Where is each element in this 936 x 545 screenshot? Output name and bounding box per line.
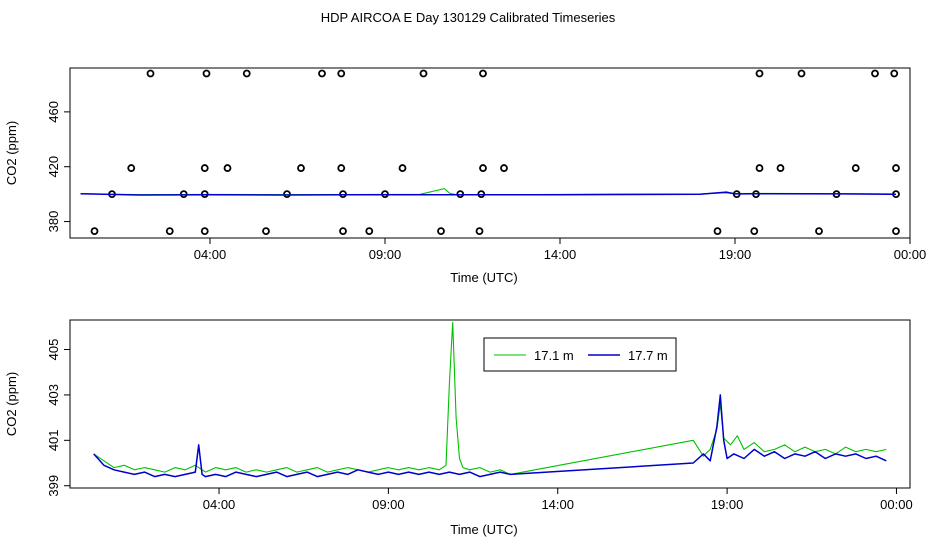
y-tick-label: 401 <box>46 429 61 451</box>
series-line-17-1-m <box>93 321 887 475</box>
lower-y-axis-label: CO2 (ppm) <box>4 372 19 436</box>
data-point <box>339 227 347 236</box>
data-point <box>797 69 806 78</box>
data-point <box>871 69 879 78</box>
data-point <box>90 227 99 236</box>
legend-label-17-1-m: 17.1 m <box>534 348 574 363</box>
data-point <box>851 164 860 172</box>
data-point <box>242 69 251 78</box>
lower-plot-frame <box>69 319 911 489</box>
data-point <box>146 69 155 78</box>
data-point <box>165 227 174 236</box>
y-tick-label: 460 <box>46 101 61 123</box>
data-point <box>262 227 270 236</box>
data-point <box>127 164 136 172</box>
upper-tick-group: 04:00 09:00 14:00 19:00 00:00 380 420 460 <box>46 101 926 262</box>
x-tick-label: 04:00 <box>203 497 236 512</box>
y-tick-label: 403 <box>46 384 61 406</box>
data-point <box>297 164 305 172</box>
data-point <box>398 164 407 172</box>
data-point <box>500 164 508 172</box>
lower-line-group <box>93 321 887 478</box>
data-point <box>337 164 346 172</box>
data-point <box>755 164 764 172</box>
upper-plot-frame <box>69 67 911 239</box>
data-point <box>892 164 900 172</box>
data-point <box>479 69 487 78</box>
data-point <box>755 69 764 78</box>
y-tick-label: 405 <box>46 339 61 361</box>
y-tick-label: 420 <box>46 156 61 178</box>
x-tick-label: 04:00 <box>194 247 227 262</box>
series-line-1 <box>80 191 897 196</box>
legend: 17.1 m 17.7 m <box>483 337 677 372</box>
data-point <box>892 227 900 236</box>
data-point <box>365 227 374 236</box>
upper-line-group <box>80 188 897 196</box>
data-point <box>419 69 428 78</box>
x-tick-label: 19:00 <box>719 247 752 262</box>
lower-tick-group: 04:00 09:00 14:00 19:00 00:00 399 401 403 405 <box>46 339 913 512</box>
data-point <box>713 227 722 236</box>
x-tick-label: 00:00 <box>894 247 927 262</box>
x-tick-label: 14:00 <box>544 247 577 262</box>
data-point <box>437 227 445 236</box>
data-point <box>223 164 232 172</box>
x-tick-label: 09:00 <box>369 247 402 262</box>
y-tick-label: 399 <box>46 475 61 497</box>
x-tick-label: 00:00 <box>880 497 913 512</box>
upper-point-group <box>90 69 900 236</box>
legend-label-17-7-m: 17.7 m <box>628 348 668 363</box>
data-point <box>200 227 209 236</box>
upper-y-axis-label: CO2 (ppm) <box>4 121 19 185</box>
lower-panel: 04:00 09:00 14:00 19:00 00:00 399 401 403 405 Ti… <box>4 319 913 537</box>
data-point <box>475 227 484 236</box>
data-point <box>815 227 823 236</box>
upper-x-axis-label: Time (UTC) <box>450 270 517 285</box>
upper-panel: 04:00 09:00 14:00 19:00 00:00 380 420 460 Time … <box>4 67 926 285</box>
data-point <box>200 164 209 172</box>
data-point <box>750 227 759 236</box>
series-line-17-7-m <box>93 394 887 478</box>
data-point <box>337 69 346 78</box>
x-tick-label: 19:00 <box>711 497 744 512</box>
x-tick-label: 14:00 <box>541 497 574 512</box>
data-point <box>890 69 899 78</box>
data-point <box>202 69 211 78</box>
lower-x-axis-label: Time (UTC) <box>450 522 517 537</box>
y-tick-label: 380 <box>46 211 61 233</box>
data-point <box>776 164 785 172</box>
data-point <box>318 69 326 78</box>
x-tick-label: 09:00 <box>372 497 405 512</box>
chart-title: HDP AIRCOA E Day 130129 Calibrated Times… <box>321 10 616 25</box>
data-point <box>479 164 487 172</box>
